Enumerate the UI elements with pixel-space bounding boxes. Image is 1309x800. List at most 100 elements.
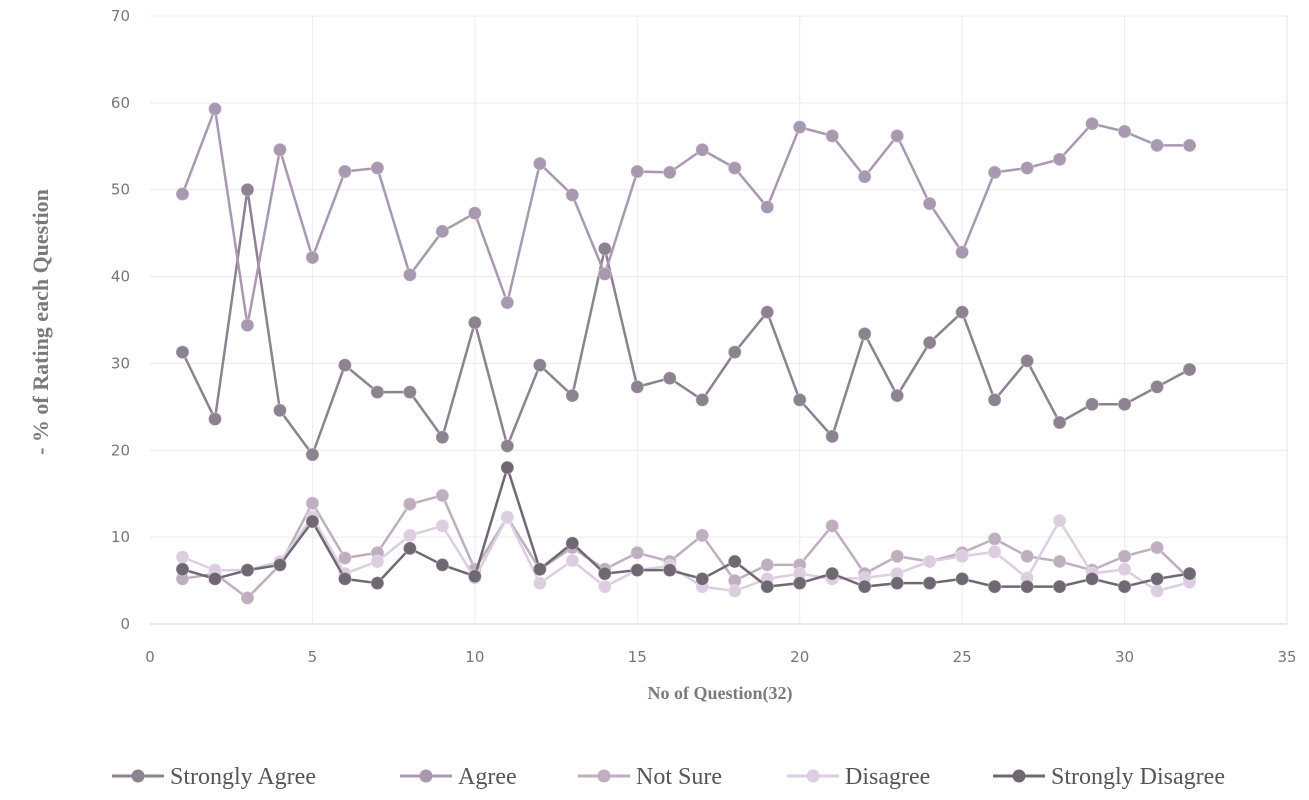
data-point	[435, 557, 450, 572]
y-tick-label: 70	[111, 7, 130, 25]
series-line	[181, 107, 1190, 327]
y-tick-label: 50	[111, 181, 130, 199]
data-point	[922, 576, 937, 591]
data-point	[175, 550, 190, 565]
data-point	[597, 566, 612, 581]
data-point	[1150, 379, 1165, 394]
series-line	[182, 515, 1190, 593]
data-point	[760, 557, 775, 572]
data-point	[1117, 579, 1132, 594]
legend-label: Not Sure	[636, 764, 722, 790]
data-point	[435, 224, 450, 239]
data-point	[597, 579, 612, 594]
y-axis-ticks: 0 10 20 30 40 50 60 70	[111, 7, 130, 633]
data-point	[272, 142, 287, 157]
data-point	[532, 358, 547, 373]
x-tick-label: 35	[1277, 648, 1296, 666]
data-point	[1020, 549, 1035, 564]
data-point	[1085, 397, 1100, 412]
data-point	[1085, 116, 1100, 131]
data-point	[532, 562, 547, 577]
data-point	[565, 536, 580, 551]
data-point	[792, 392, 807, 407]
data-point	[825, 429, 840, 444]
data-point	[987, 392, 1002, 407]
data-point	[857, 326, 872, 341]
data-point	[565, 187, 580, 202]
data-point	[207, 571, 222, 586]
data-point	[337, 571, 352, 586]
y-tick-label: 20	[111, 441, 130, 459]
data-point	[1117, 562, 1132, 577]
series-line	[181, 188, 1191, 456]
data-point	[1150, 138, 1165, 153]
data-point	[1020, 579, 1035, 594]
data-point	[727, 161, 742, 175]
y-tick-label: 30	[111, 354, 130, 372]
data-point	[532, 156, 547, 171]
data-point	[1052, 152, 1067, 167]
data-point	[1020, 161, 1035, 175]
data-point	[792, 120, 807, 135]
x-tick-label: 25	[953, 648, 972, 666]
legend-label: Agree	[458, 764, 517, 790]
data-point	[500, 295, 515, 310]
data-point	[890, 388, 905, 403]
data-point	[565, 553, 580, 568]
data-point	[240, 318, 255, 333]
data-point	[662, 563, 677, 578]
data-point	[435, 488, 450, 503]
series-line	[182, 494, 1191, 600]
data-point	[175, 562, 190, 577]
data-point	[1085, 571, 1100, 586]
data-point	[597, 241, 612, 256]
data-point	[792, 576, 807, 591]
data-point	[857, 169, 872, 184]
data-point	[760, 200, 775, 215]
data-point	[630, 379, 645, 394]
data-point	[630, 545, 645, 560]
data-point	[337, 550, 352, 565]
data-point	[402, 385, 417, 400]
legend-marker	[131, 769, 145, 783]
legend-marker	[1012, 769, 1026, 783]
series-disagree	[175, 510, 1197, 598]
data-point	[922, 335, 937, 350]
legend-marker	[597, 769, 611, 783]
data-point	[825, 128, 840, 143]
data-point	[370, 576, 385, 591]
data-point	[467, 206, 482, 221]
data-point	[402, 541, 417, 556]
legend-label: Strongly Agree	[170, 764, 316, 790]
data-point	[1117, 397, 1132, 412]
data-point	[175, 345, 190, 360]
data-point	[922, 554, 937, 569]
data-point	[695, 142, 710, 157]
data-point	[695, 571, 710, 586]
x-axis-ticks: 0 5 10 15 20 25 30 35	[145, 648, 1296, 666]
data-point	[240, 182, 255, 197]
data-point	[305, 496, 320, 511]
x-tick-label: 15	[628, 648, 647, 666]
data-point	[500, 460, 515, 475]
data-point	[955, 571, 970, 586]
data-point	[402, 497, 417, 512]
legend-label: Strongly Disagree	[1051, 764, 1225, 790]
data-point	[825, 518, 840, 533]
legend-marker	[419, 769, 433, 783]
data-point	[890, 128, 905, 143]
data-point	[1182, 566, 1197, 581]
data-point	[1182, 362, 1197, 377]
data-point	[695, 528, 710, 543]
data-point	[1150, 540, 1165, 555]
data-point	[1117, 124, 1132, 139]
data-point	[727, 554, 742, 569]
data-point	[955, 305, 970, 320]
data-point	[630, 563, 645, 578]
data-point	[402, 528, 417, 543]
y-tick-label: 0	[120, 615, 130, 633]
data-point	[760, 305, 775, 320]
data-point	[175, 187, 190, 202]
plot-series	[175, 101, 1197, 605]
data-point	[760, 579, 775, 594]
